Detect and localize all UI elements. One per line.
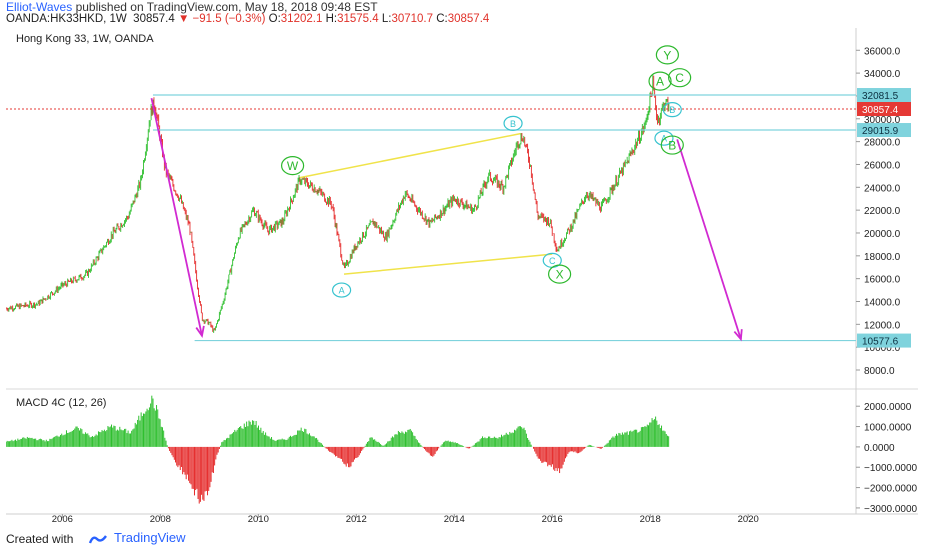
- price-tick-label: 36000.0: [864, 46, 901, 57]
- wave-label: B: [669, 105, 675, 115]
- arrow-head: [195, 325, 205, 339]
- price-tick-label: 8000.0: [864, 366, 895, 377]
- symbol-label: OANDA:HK33HKD, 1W: [6, 13, 127, 25]
- wave-label: B: [510, 119, 516, 129]
- current-price-badge: [857, 101, 911, 116]
- macd-tick-label: 2000.0000: [864, 402, 912, 413]
- publish-info: published on TradingView.com, May 18, 20…: [72, 0, 378, 14]
- tradingview-brand[interactable]: TradingView: [114, 530, 186, 545]
- channel-line: [299, 132, 521, 179]
- close-value: 30857.4: [447, 13, 490, 25]
- low-label: L:: [381, 13, 392, 25]
- price-tick-label: 34000.0: [864, 69, 901, 80]
- wave-label: X: [556, 268, 564, 282]
- price-tick-label: 12000.0: [864, 320, 901, 331]
- macd-tick-label: 1000.0000: [864, 423, 912, 434]
- level-badge: [857, 333, 911, 348]
- wave-label: B: [668, 139, 676, 153]
- down-triangle-icon: ▼: [177, 13, 190, 25]
- footer: Created with TradingView: [0, 526, 932, 550]
- wave-label-circle: [662, 102, 682, 118]
- time-tick-label: 2006: [52, 514, 73, 524]
- created-with-label: Created with: [6, 532, 74, 546]
- wave-label: C: [675, 71, 684, 85]
- time-tick-label: 2008: [150, 514, 171, 524]
- price-tick-label: 10000.0: [864, 343, 901, 354]
- level-label: 29015.9: [862, 126, 899, 137]
- time-tick-label: 2012: [346, 514, 367, 524]
- price-tick-label: 28000.0: [864, 138, 901, 149]
- open-value: 31202.1: [280, 13, 323, 25]
- projection-arrow: [150, 98, 203, 336]
- macd-tick-label: 0.0000: [864, 443, 895, 454]
- wave-label-circle: [668, 68, 692, 88]
- wave-label-circle: [548, 264, 572, 284]
- level-label: 32081.5: [862, 91, 899, 102]
- publish-line: Elliot-Waves published on TradingView.co…: [6, 0, 378, 14]
- macd-tick-label: −2000.0000: [864, 484, 918, 495]
- main-chart-title: Hong Kong 33, 1W, OANDA: [16, 33, 154, 45]
- projection-arrow: [676, 139, 742, 340]
- last-price: 30857.4: [133, 13, 175, 25]
- chart-svg[interactable]: 8000.0 10000.0 12000.0 14000.0 16000.0 18000.…: [5, 28, 918, 525]
- price-change: −91.5 (−0.3%): [192, 13, 266, 25]
- low-value: 30710.7: [391, 13, 434, 25]
- price-tick-label: 14000.0: [864, 297, 901, 308]
- wave-label-circle: [654, 130, 674, 146]
- arrow-head: [733, 329, 743, 342]
- wave-label: A: [656, 75, 664, 89]
- time-tick-label: 2020: [738, 514, 759, 524]
- wave-label-circle: [280, 156, 305, 176]
- high-label: H:: [325, 13, 338, 25]
- price-tick-label: 20000.0: [864, 229, 901, 240]
- close-label: C:: [436, 13, 448, 25]
- price-tick-label: 24000.0: [864, 183, 901, 194]
- price-tick-label: 26000.0: [864, 160, 901, 171]
- price-tick-label: 18000.0: [864, 252, 901, 263]
- wave-label: Y: [663, 48, 671, 62]
- level-label: 10577.6: [862, 337, 899, 348]
- tradingview-logo-icon: [88, 535, 107, 544]
- time-tick-label: 2010: [248, 514, 269, 524]
- wave-label: W: [287, 159, 299, 173]
- time-tick-label: 2018: [640, 514, 661, 524]
- channel-line: [343, 253, 553, 275]
- level-badge: [857, 123, 911, 138]
- price-tick-label: 22000.0: [864, 206, 901, 217]
- time-tick-label: 2016: [542, 514, 563, 524]
- level-badge: [857, 88, 911, 103]
- wave-label-circle: [331, 282, 352, 298]
- wave-label-circle: [660, 135, 684, 155]
- macd-tick-label: −1000.0000: [864, 463, 918, 474]
- price-tick-label: 30000.0: [864, 115, 901, 126]
- macd-title: MACD 4C (12, 26): [16, 397, 106, 409]
- chart-header: Elliot-Waves published on TradingView.co…: [0, 0, 932, 28]
- wave-label: C: [549, 256, 556, 266]
- macd-tick-label: −3000.0000: [864, 504, 918, 515]
- open-label: O:: [268, 13, 281, 25]
- chart-area[interactable]: 8000.0 10000.0 12000.0 14000.0 16000.0 18000.…: [5, 28, 918, 525]
- author-link[interactable]: Elliot-Waves: [6, 0, 73, 14]
- wave-label-circle: [655, 45, 679, 65]
- high-value: 31575.4: [337, 13, 379, 25]
- time-tick-label: 2014: [444, 514, 465, 524]
- wave-label-circle: [503, 115, 523, 131]
- current-price-label: 30857.4: [862, 105, 899, 116]
- price-tick-label: 16000.0: [864, 275, 901, 286]
- wave-label-circle: [648, 71, 672, 91]
- ohlc-line: OANDA:HK33HKD, 1W 30857.4 ▼ −91.5 (−0.3%…: [6, 13, 489, 25]
- wave-label: A: [339, 286, 345, 296]
